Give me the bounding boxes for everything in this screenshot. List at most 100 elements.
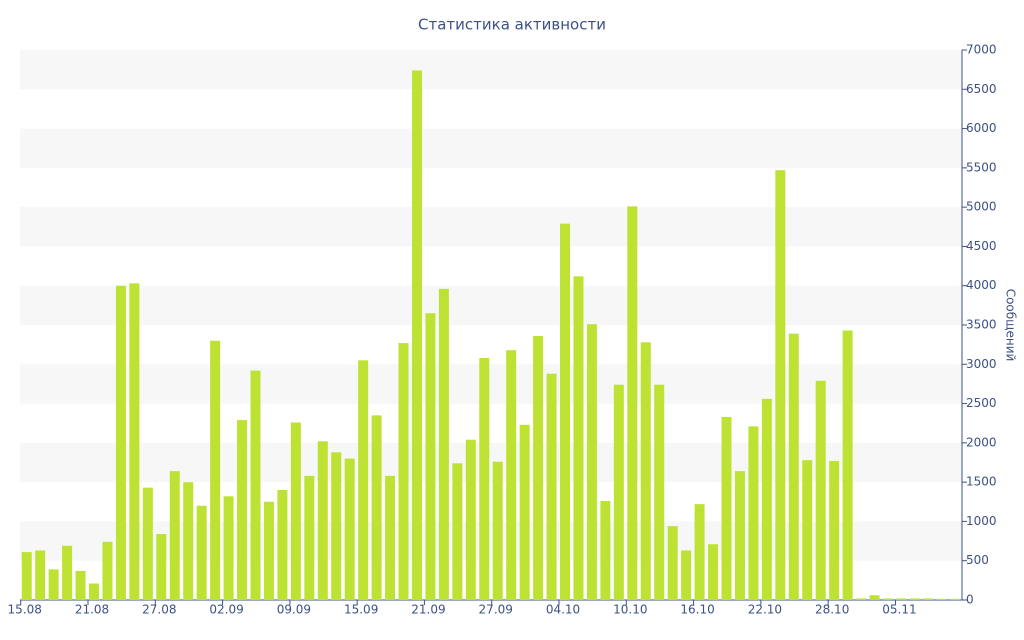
x-tick-label: 28.10 <box>815 603 849 617</box>
bar <box>115 285 126 600</box>
bar <box>869 595 880 600</box>
bar <box>35 550 46 600</box>
y-tick-label: 5500 <box>966 160 997 174</box>
bar <box>573 276 584 600</box>
y-tick-label: 4500 <box>966 239 997 253</box>
x-tick-label: 15.08 <box>8 603 42 617</box>
bar <box>829 460 840 600</box>
y-tick-label: 3500 <box>966 318 997 332</box>
bar <box>775 170 786 600</box>
bar <box>129 283 140 600</box>
bar <box>654 384 665 600</box>
bar <box>586 324 597 600</box>
bar <box>398 343 409 600</box>
bar <box>909 598 920 600</box>
y-tick-label: 2000 <box>966 435 997 449</box>
bar <box>923 598 934 600</box>
bar <box>156 534 167 600</box>
bar <box>48 569 59 600</box>
bar <box>102 541 113 600</box>
bar <box>533 336 544 600</box>
bar <box>196 505 207 600</box>
bar <box>546 373 557 600</box>
bar <box>734 471 745 600</box>
x-tick-label: 15.09 <box>344 603 378 617</box>
bar <box>344 458 355 600</box>
bar <box>882 598 893 600</box>
bar <box>169 471 180 600</box>
y-tick-label: 1500 <box>966 475 997 489</box>
bar <box>89 583 100 600</box>
bar <box>856 598 867 600</box>
y-tick-label: 0 <box>966 593 974 607</box>
bar <box>479 358 490 600</box>
x-tick-label: 21.08 <box>75 603 109 617</box>
grid-band <box>20 207 962 247</box>
bar <box>519 424 530 600</box>
bar <box>721 416 732 600</box>
bar <box>896 598 907 600</box>
bar <box>411 70 422 600</box>
y-tick-label: 6500 <box>966 82 997 96</box>
x-tick-label: 04.10 <box>546 603 580 617</box>
bar <box>75 570 86 600</box>
bar <box>263 501 274 600</box>
y-axis-label: Сообщений <box>1004 289 1018 362</box>
bar <box>640 342 651 600</box>
y-tick-label: 6000 <box>966 121 997 135</box>
bar <box>358 360 369 600</box>
bar <box>492 461 503 600</box>
bar <box>237 420 248 600</box>
bar <box>842 330 853 600</box>
x-tick-label: 09.09 <box>277 603 311 617</box>
y-tick-label: 3000 <box>966 357 997 371</box>
y-tick-label: 1000 <box>966 514 997 528</box>
x-tick-label: 10.10 <box>613 603 647 617</box>
y-tick-label: 2500 <box>966 396 997 410</box>
bar <box>950 598 961 600</box>
x-tick-label: 27.09 <box>479 603 513 617</box>
x-tick-label: 02.09 <box>209 603 243 617</box>
y-tick-label: 4000 <box>966 278 997 292</box>
bar <box>371 415 382 600</box>
bar <box>142 487 153 600</box>
bar <box>761 398 772 600</box>
x-tick-label: 21.09 <box>411 603 445 617</box>
grid-band <box>20 364 962 404</box>
grid-band <box>20 128 962 168</box>
bar <box>331 452 342 600</box>
bar <box>748 426 759 600</box>
bar <box>681 550 692 600</box>
bar <box>385 475 396 600</box>
grid-band <box>20 285 962 325</box>
bar <box>452 463 463 600</box>
bar <box>788 333 799 600</box>
chart-title: Статистика активности <box>418 16 606 34</box>
x-tick-label: 27.08 <box>142 603 176 617</box>
bar <box>317 441 328 600</box>
x-tick-label: 05.11 <box>882 603 916 617</box>
bar <box>708 544 719 600</box>
x-tick-label: 22.10 <box>748 603 782 617</box>
bar <box>506 350 517 600</box>
bar <box>600 501 611 600</box>
bar <box>425 313 436 600</box>
bar <box>290 422 301 600</box>
bar <box>250 370 261 600</box>
y-tick-label: 7000 <box>966 43 997 57</box>
bar <box>438 288 449 600</box>
bar <box>465 439 476 600</box>
y-tick-label: 5000 <box>966 200 997 214</box>
bar <box>936 598 947 600</box>
grid-band <box>20 50 962 90</box>
bar <box>815 380 826 600</box>
bar <box>613 384 624 600</box>
bar <box>223 496 234 600</box>
bar <box>183 482 194 600</box>
bar <box>304 475 315 600</box>
bar <box>560 223 571 600</box>
bar <box>210 340 221 600</box>
x-tick-label: 16.10 <box>680 603 714 617</box>
bar <box>667 526 678 600</box>
bar <box>277 490 288 600</box>
